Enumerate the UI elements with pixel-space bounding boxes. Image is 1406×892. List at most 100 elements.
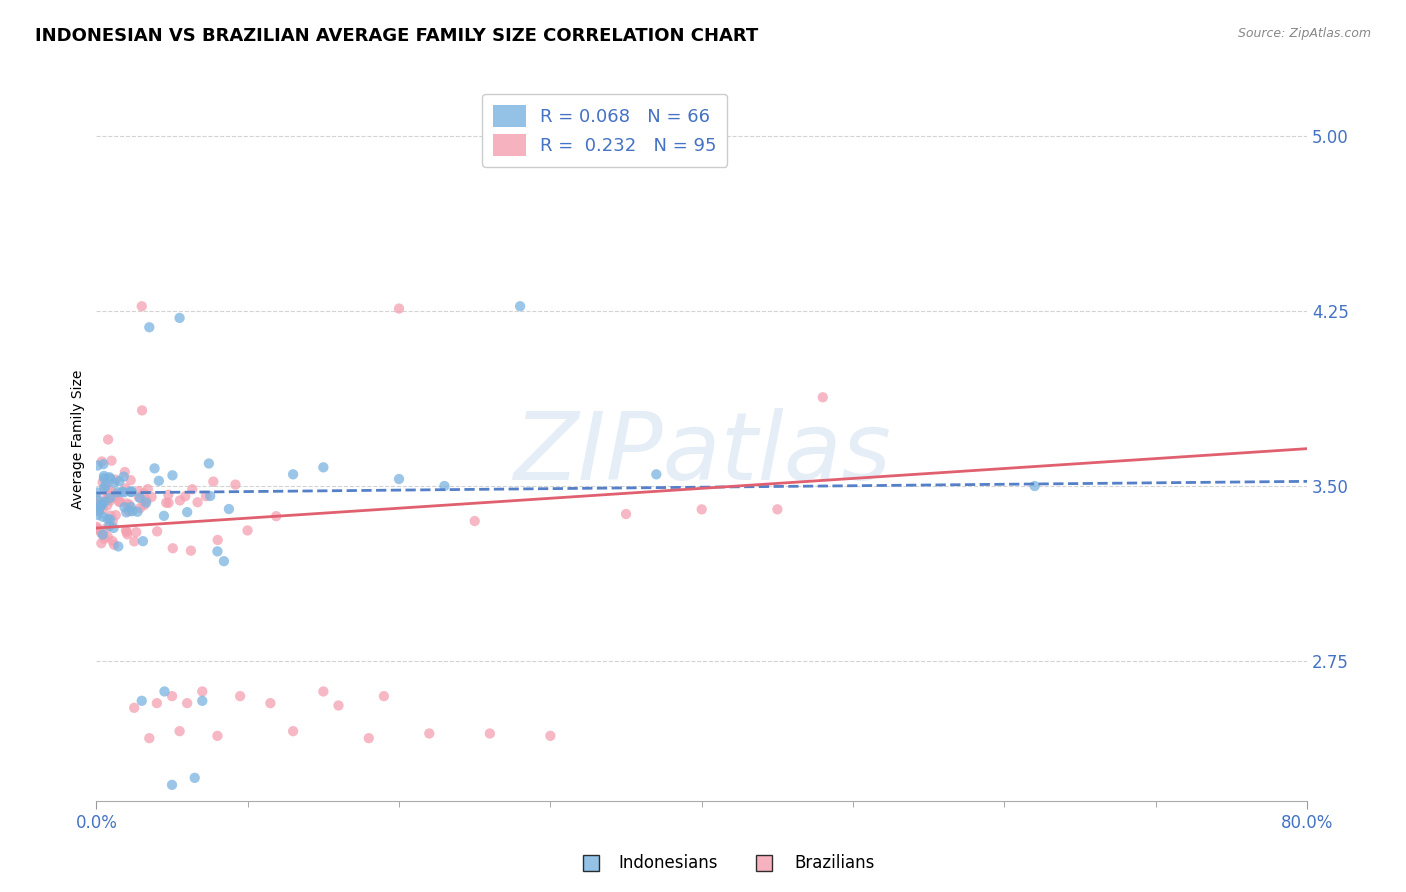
Point xyxy=(91,509,114,524)
Point xyxy=(373,689,395,703)
Point xyxy=(105,488,128,502)
Point xyxy=(169,493,191,508)
Point xyxy=(96,499,118,513)
Point xyxy=(87,522,110,536)
Point xyxy=(97,512,120,526)
Point xyxy=(157,488,180,502)
Point xyxy=(153,508,176,523)
Point xyxy=(93,481,115,495)
Point xyxy=(114,481,136,495)
Point xyxy=(89,500,111,514)
Point xyxy=(118,504,141,518)
Point xyxy=(200,489,222,503)
Text: Brazilians: Brazilians xyxy=(794,854,875,871)
Point xyxy=(103,538,125,552)
Point xyxy=(107,540,129,554)
Point xyxy=(97,491,120,506)
Point xyxy=(97,530,120,544)
Point xyxy=(122,534,145,549)
Point xyxy=(91,502,114,516)
Point xyxy=(191,684,214,698)
Point xyxy=(418,726,440,740)
Point xyxy=(766,502,789,516)
Point xyxy=(259,696,281,710)
Point xyxy=(101,485,124,500)
FancyBboxPatch shape xyxy=(756,855,772,871)
Text: Source: ZipAtlas.com: Source: ZipAtlas.com xyxy=(1237,27,1371,40)
Point xyxy=(157,496,180,510)
Point xyxy=(169,724,191,739)
Point xyxy=(87,494,110,508)
Point xyxy=(134,498,156,512)
Point xyxy=(117,527,139,541)
Point xyxy=(433,479,456,493)
Point xyxy=(98,513,121,527)
Point xyxy=(104,508,127,522)
Point xyxy=(128,483,150,498)
Point xyxy=(89,524,111,538)
Point xyxy=(98,489,121,503)
Point xyxy=(98,493,121,508)
Point xyxy=(198,457,221,471)
Point xyxy=(645,467,668,482)
Point xyxy=(120,485,142,500)
Point xyxy=(122,701,145,715)
Point xyxy=(464,514,486,528)
Point xyxy=(229,689,252,703)
Point xyxy=(811,390,834,404)
Point xyxy=(191,694,214,708)
Point xyxy=(108,494,131,508)
Point xyxy=(236,524,259,538)
Point xyxy=(128,490,150,504)
Point xyxy=(120,500,142,514)
Point xyxy=(93,457,115,471)
Point xyxy=(162,468,184,483)
Point xyxy=(312,684,335,698)
Point xyxy=(478,726,501,740)
Point xyxy=(180,543,202,558)
Point xyxy=(103,490,125,504)
Point xyxy=(281,724,304,739)
Point xyxy=(104,473,127,487)
Point xyxy=(129,491,152,505)
Point xyxy=(96,521,118,535)
Point xyxy=(100,508,122,523)
Point xyxy=(94,479,117,493)
Point xyxy=(218,502,240,516)
Point xyxy=(388,301,411,316)
Point xyxy=(146,696,169,710)
Y-axis label: Average Family Size: Average Family Size xyxy=(72,369,86,509)
Point xyxy=(115,524,138,539)
Point xyxy=(388,472,411,486)
Point xyxy=(160,689,183,703)
Point xyxy=(202,475,225,489)
Point xyxy=(614,507,637,521)
Point xyxy=(131,694,153,708)
Point xyxy=(100,472,122,486)
Point xyxy=(174,489,197,503)
Point xyxy=(94,480,117,494)
Point xyxy=(212,554,235,568)
Point xyxy=(90,536,112,550)
Point xyxy=(155,496,177,510)
Point xyxy=(176,505,198,519)
Point xyxy=(509,299,531,313)
Point xyxy=(176,696,198,710)
Point xyxy=(118,498,141,512)
Text: INDONESIAN VS BRAZILIAN AVERAGE FAMILY SIZE CORRELATION CHART: INDONESIAN VS BRAZILIAN AVERAGE FAMILY S… xyxy=(35,27,758,45)
Point xyxy=(207,533,229,547)
Point xyxy=(538,729,561,743)
Point xyxy=(115,505,138,519)
Point xyxy=(328,698,350,713)
Point xyxy=(115,496,138,510)
Point xyxy=(357,731,380,746)
Point xyxy=(136,482,159,496)
Point xyxy=(97,433,120,447)
Point xyxy=(312,460,335,475)
Point xyxy=(132,534,155,549)
Point xyxy=(87,497,110,511)
Point xyxy=(103,475,125,490)
Point xyxy=(121,504,143,518)
Point xyxy=(169,310,191,325)
Point xyxy=(91,475,114,490)
